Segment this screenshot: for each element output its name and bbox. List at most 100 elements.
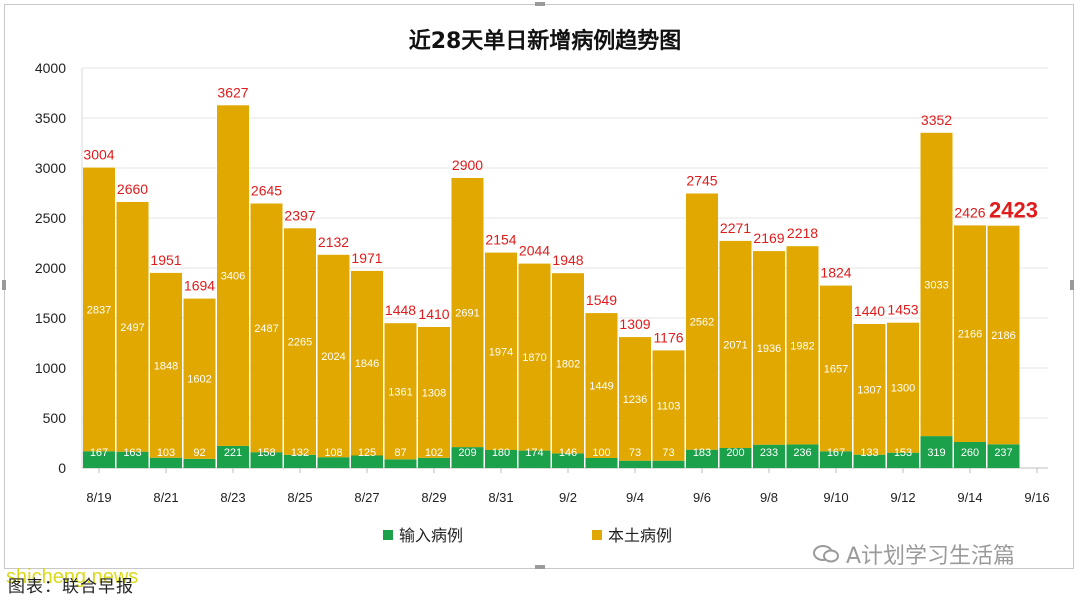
bar-local-9/1 bbox=[518, 263, 551, 451]
local-value-label: 1936 bbox=[757, 343, 781, 355]
total-value-label: 2423 bbox=[989, 198, 1038, 223]
total-value-label: 2645 bbox=[251, 183, 282, 199]
caption-text: 图表：联合早报 bbox=[8, 577, 134, 597]
y-tick-label: 3500 bbox=[35, 110, 66, 126]
bar-import-9/9 bbox=[786, 444, 819, 468]
resize-handle-left[interactable] bbox=[2, 280, 6, 290]
bar-import-8/20 bbox=[116, 451, 149, 468]
total-value-label: 1824 bbox=[820, 265, 851, 281]
bar-import-9/14 bbox=[954, 442, 986, 468]
brand: A计划学习生活篇 bbox=[812, 538, 1015, 570]
local-value-label: 2487 bbox=[254, 323, 278, 335]
local-value-label: 1361 bbox=[388, 386, 412, 398]
import-value-label: 125 bbox=[358, 447, 376, 459]
brand-label: A计划学习生活篇 bbox=[846, 544, 1016, 569]
bar-import-8/24 bbox=[250, 452, 283, 468]
total-value-label: 2397 bbox=[284, 207, 315, 223]
total-value-label: 1176 bbox=[653, 329, 683, 345]
import-value-label: 108 bbox=[324, 447, 342, 459]
import-value-label: 133 bbox=[860, 447, 878, 459]
x-tick-label: 9/4 bbox=[626, 490, 644, 505]
bar-local-8/25 bbox=[284, 228, 316, 455]
legend-swatch-import bbox=[383, 530, 393, 540]
bar-local-9/9 bbox=[786, 246, 819, 445]
local-value-label: 1236 bbox=[623, 394, 647, 406]
x-tick-label: 8/19 bbox=[86, 490, 111, 505]
x-tick-label: 8/25 bbox=[287, 490, 312, 505]
total-value-label: 3004 bbox=[83, 147, 114, 163]
local-value-label: 3406 bbox=[221, 271, 245, 283]
local-value-label: 2562 bbox=[690, 317, 714, 329]
bar-local-8/19 bbox=[83, 167, 115, 452]
bar-import-8/19 bbox=[83, 451, 115, 468]
bar-import-9/3 bbox=[585, 458, 618, 468]
resize-handle-bottom[interactable] bbox=[535, 565, 545, 569]
import-value-label: 158 bbox=[257, 447, 275, 459]
total-value-label: 2660 bbox=[117, 181, 148, 197]
bar-import-8/29 bbox=[418, 457, 450, 468]
local-value-label: 1300 bbox=[891, 383, 915, 395]
local-value-label: 1449 bbox=[589, 381, 613, 393]
x-tick-label: 9/16 bbox=[1024, 490, 1049, 505]
x-tick-label: 9/8 bbox=[760, 490, 778, 505]
local-value-label: 2024 bbox=[321, 351, 345, 363]
bar-local-8/29 bbox=[418, 327, 450, 458]
bar-local-8/24 bbox=[250, 203, 283, 453]
local-value-label: 2265 bbox=[288, 337, 312, 349]
resize-handle-right[interactable] bbox=[1070, 280, 1074, 290]
total-value-label: 3352 bbox=[921, 112, 952, 128]
legend-swatch-local bbox=[592, 530, 602, 540]
bar-local-9/3 bbox=[585, 313, 618, 458]
bar-local-8/27 bbox=[351, 270, 383, 456]
total-value-label: 2132 bbox=[318, 234, 349, 250]
resize-handle-top[interactable] bbox=[535, 2, 545, 6]
bar-local-9/15 bbox=[987, 225, 1020, 445]
total-value-label: 2169 bbox=[753, 230, 784, 246]
bar-local-8/23 bbox=[217, 105, 249, 446]
local-value-label: 2166 bbox=[958, 329, 982, 341]
import-value-label: 237 bbox=[994, 447, 1012, 459]
total-value-label: 1453 bbox=[887, 302, 918, 318]
bar-import-8/25 bbox=[284, 454, 316, 468]
bar-import-9/5 bbox=[652, 460, 685, 468]
bar-local-9/6 bbox=[686, 193, 718, 450]
x-tick-label: 9/14 bbox=[957, 490, 982, 505]
import-value-label: 167 bbox=[90, 447, 108, 459]
chat-bubbles-icon bbox=[813, 545, 839, 563]
import-value-label: 132 bbox=[291, 447, 309, 459]
x-axis: 8/19 8/21 8/23 8/25 8/27 8/29 8/31 9/2 9/4 9/6 9/8… bbox=[86, 468, 1050, 505]
total-value-label: 2745 bbox=[686, 173, 717, 189]
chart-title: 近28天单日新增病例趋势图 bbox=[409, 28, 682, 54]
bar-local-9/4 bbox=[619, 337, 651, 461]
import-value-label: 153 bbox=[894, 447, 912, 459]
bar-import-8/27 bbox=[351, 455, 383, 468]
bar-local-8/31 bbox=[485, 252, 517, 450]
bar-local-9/8 bbox=[753, 251, 785, 445]
x-tick-label: 9/10 bbox=[823, 490, 848, 505]
total-value-label: 1694 bbox=[184, 278, 215, 294]
import-value-label: 100 bbox=[592, 447, 610, 459]
bar-local-9/2 bbox=[552, 273, 584, 454]
local-value-label: 2837 bbox=[87, 304, 111, 316]
import-value-label: 92 bbox=[193, 447, 205, 459]
import-value-label: 146 bbox=[559, 447, 577, 459]
bar-local-9/5 bbox=[652, 350, 685, 461]
import-value-label: 221 bbox=[224, 447, 242, 459]
x-tick-label: 9/6 bbox=[693, 490, 711, 505]
x-tick-label: 9/2 bbox=[559, 490, 577, 505]
bar-local-8/26 bbox=[317, 254, 350, 458]
import-value-label: 260 bbox=[961, 447, 979, 459]
total-value-label: 1549 bbox=[586, 292, 617, 308]
local-value-label: 1848 bbox=[154, 360, 178, 372]
y-tick-label: 500 bbox=[43, 410, 67, 426]
total-value-label: 1448 bbox=[385, 302, 416, 318]
bar-import-9/10 bbox=[820, 451, 852, 468]
import-value-label: 174 bbox=[525, 447, 543, 459]
y-tick-label: 4000 bbox=[35, 60, 66, 76]
local-value-label: 2186 bbox=[991, 330, 1015, 342]
import-value-label: 87 bbox=[394, 447, 406, 459]
x-tick-label: 8/31 bbox=[488, 490, 513, 505]
bar-import-8/22 bbox=[183, 458, 216, 468]
total-value-label: 3627 bbox=[217, 84, 248, 100]
